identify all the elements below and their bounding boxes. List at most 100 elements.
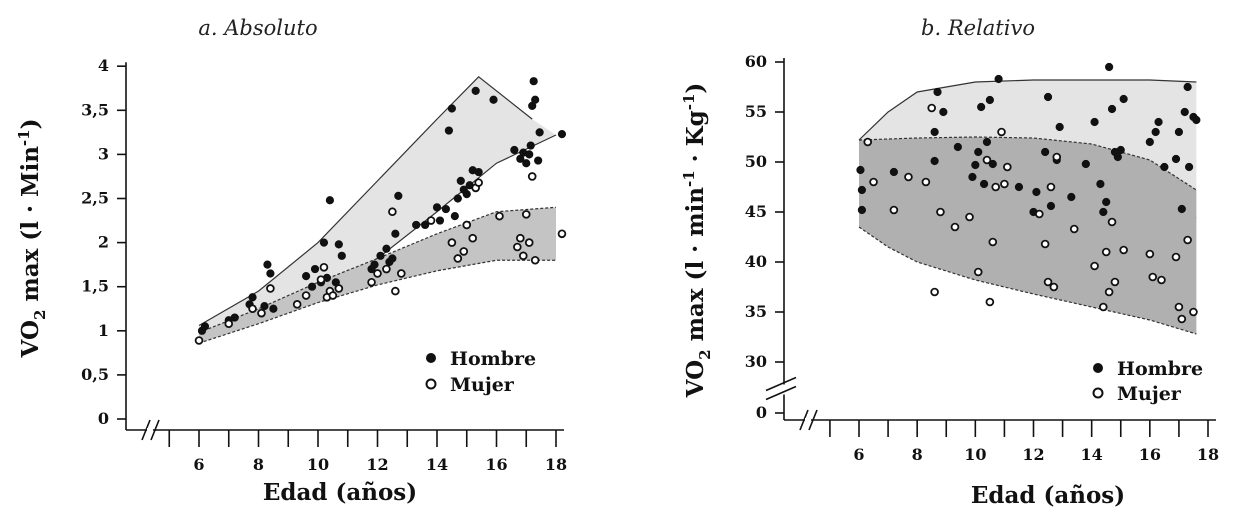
point-hombre xyxy=(971,160,980,170)
point-hombre xyxy=(421,220,430,230)
x-axis-label: Edad (años) xyxy=(971,482,1125,509)
point-mujer xyxy=(447,238,457,247)
y-tick-label: 3 xyxy=(98,144,109,163)
point-hombre xyxy=(531,95,540,104)
point-mujer xyxy=(527,172,537,181)
point-hombre xyxy=(269,304,278,313)
band-lower-mujer xyxy=(858,226,1197,335)
point-hombre xyxy=(1177,204,1186,214)
y-tick-label: 50 xyxy=(745,152,767,171)
point-mujer xyxy=(982,155,992,165)
point-hombre xyxy=(930,156,939,166)
point-hombre xyxy=(266,269,275,278)
point-hombre xyxy=(953,142,962,152)
point-hombre xyxy=(534,156,543,165)
point-mujer xyxy=(1040,239,1050,249)
point-hombre xyxy=(302,272,311,281)
point-mujer xyxy=(889,205,899,215)
point-mujer xyxy=(863,137,873,147)
x-axis-break xyxy=(141,419,151,441)
point-hombre xyxy=(1102,197,1111,207)
point-mujer xyxy=(1189,307,1198,317)
point-hombre xyxy=(489,95,498,104)
point-mujer xyxy=(391,286,400,296)
point-hombre xyxy=(450,212,459,221)
point-mujer xyxy=(319,262,329,272)
point-hombre xyxy=(325,196,334,205)
point-hombre xyxy=(1107,104,1117,114)
point-mujer xyxy=(453,254,463,263)
y-tick-label: 55 xyxy=(745,102,767,121)
point-hombre xyxy=(391,229,400,238)
y-label-mid: · Kg xyxy=(682,110,709,170)
point-mujer xyxy=(1119,245,1128,255)
point-mujer xyxy=(396,269,406,278)
point-mujer xyxy=(936,207,945,217)
point-mujer xyxy=(1046,182,1056,192)
point-mujer xyxy=(334,284,344,293)
point-hombre xyxy=(977,102,986,112)
point-hombre xyxy=(988,159,997,169)
point-mujer xyxy=(474,178,483,187)
point-hombre xyxy=(857,185,867,195)
point-hombre xyxy=(1041,147,1050,157)
point-hombre xyxy=(394,191,403,200)
point-hombre xyxy=(388,254,397,263)
y-tick-label: 35 xyxy=(745,302,767,321)
point-hombre xyxy=(1113,152,1122,162)
point-mujer xyxy=(524,238,534,247)
point-hombre xyxy=(412,220,421,230)
point-mujer xyxy=(1145,249,1155,259)
point-mujer xyxy=(373,269,382,278)
point-hombre xyxy=(334,240,343,249)
y-label-rest: max (l · min xyxy=(682,187,709,350)
point-hombre xyxy=(1105,62,1114,72)
point-mujer xyxy=(1174,302,1184,312)
legend: Hombre Mujer xyxy=(425,348,536,396)
point-hombre xyxy=(1096,179,1105,189)
point-mujer xyxy=(367,277,376,287)
x-tick-label: 18 xyxy=(545,455,567,474)
point-hombre xyxy=(432,203,442,212)
point-mujer xyxy=(869,177,878,187)
point-hombre xyxy=(1180,107,1189,117)
y-tick-label: 3,5 xyxy=(81,100,109,119)
point-hombre xyxy=(1151,127,1160,137)
x-tick-label: 12 xyxy=(366,455,388,474)
point-mujer xyxy=(927,103,937,113)
point-mujer xyxy=(904,172,913,182)
y-tick-label: 0 xyxy=(98,409,109,428)
y-tick-label: 40 xyxy=(745,252,767,271)
point-hombre xyxy=(248,293,257,302)
x-tick-label: 10 xyxy=(307,455,329,474)
legend-marker-hombre xyxy=(1093,363,1103,373)
y-tick-label: 60 xyxy=(745,52,767,71)
x-tick-label: 18 xyxy=(1197,445,1219,464)
point-mujer xyxy=(1069,224,1079,234)
point-hombre xyxy=(307,282,317,291)
point-mujer xyxy=(1171,252,1181,262)
point-hombre xyxy=(382,244,391,253)
point-hombre xyxy=(1192,115,1201,125)
point-hombre xyxy=(982,137,992,147)
band-lower-mujer xyxy=(198,259,556,344)
y-tick-label: 2,5 xyxy=(81,189,109,208)
point-mujer xyxy=(266,284,275,293)
point-mujer xyxy=(513,242,522,252)
tick-labels: 0 30 35 40 45 50 55 60 6 8 10 12 14 16 18 xyxy=(745,52,1219,464)
point-hombre xyxy=(1174,127,1184,137)
x-tick-label: 10 xyxy=(964,445,986,464)
point-mujer xyxy=(1183,235,1192,245)
band-hombre xyxy=(199,76,556,336)
point-hombre xyxy=(557,130,567,139)
legend-label-mujer: Mujer xyxy=(450,374,515,396)
point-hombre xyxy=(1090,117,1099,127)
legend: Hombre Mujer xyxy=(1092,358,1203,405)
point-mujer xyxy=(518,251,528,261)
y-tick-label: 4 xyxy=(98,56,109,75)
point-mujer xyxy=(459,247,469,256)
axes xyxy=(765,58,1216,437)
legend-marker-hombre xyxy=(426,353,436,363)
point-mujer xyxy=(930,287,939,297)
point-mujer xyxy=(950,222,960,232)
